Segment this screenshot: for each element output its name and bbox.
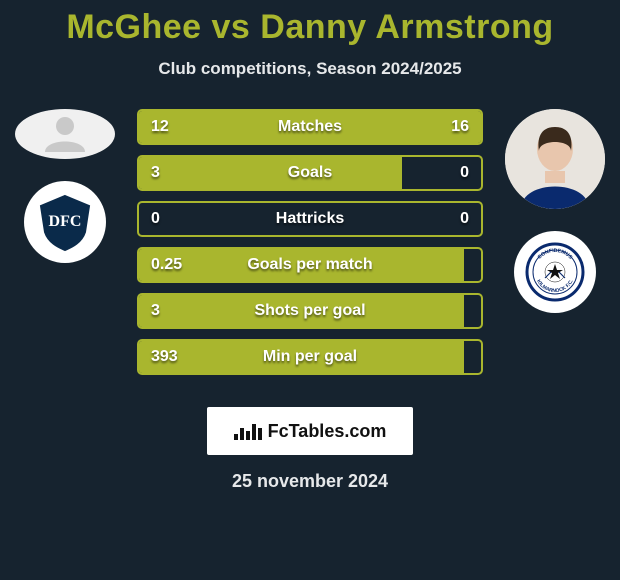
stat-value-right: 16	[451, 118, 469, 136]
comparison-area: DFC CONFIDEMUS	[0, 109, 620, 389]
stat-row: 3 Shots per goal	[137, 293, 483, 329]
stat-label: Min per goal	[263, 348, 357, 366]
stat-row: 0 0 Hattricks	[137, 201, 483, 237]
left-player-column: DFC	[10, 109, 120, 263]
stat-label: Goals per match	[247, 256, 372, 274]
stat-row: 3 0 Goals	[137, 155, 483, 191]
stat-label: Shots per goal	[254, 302, 365, 320]
stat-label: Matches	[278, 118, 342, 136]
stat-value-left: 12	[151, 118, 169, 136]
left-player-avatar	[15, 109, 115, 159]
stat-value-left: 3	[151, 164, 160, 182]
stat-label: Hattricks	[276, 210, 344, 228]
stat-row: 0.25 Goals per match	[137, 247, 483, 283]
stat-row: 393 Min per goal	[137, 339, 483, 375]
right-player-avatar	[505, 109, 605, 209]
date-label: 25 november 2024	[0, 471, 620, 492]
right-club-badge: CONFIDEMUS KILMARNOCK F.C.	[514, 231, 596, 313]
left-club-badge: DFC	[24, 181, 106, 263]
dundee-fc-crest-icon: DFC	[35, 192, 95, 252]
stat-value-left: 0.25	[151, 256, 182, 274]
subtitle: Club competitions, Season 2024/2025	[0, 59, 620, 79]
svg-text:DFC: DFC	[49, 213, 82, 230]
footer-brand-badge: FcTables.com	[207, 407, 413, 455]
bar-fill-left	[139, 157, 402, 189]
bar-chart-icon	[234, 422, 262, 440]
person-photo-icon	[505, 109, 605, 209]
stat-value-left: 393	[151, 348, 178, 366]
footer-brand-text: FcTables.com	[268, 421, 387, 442]
stat-label: Goals	[288, 164, 332, 182]
person-placeholder-icon	[35, 116, 95, 152]
kilmarnock-fc-crest-icon: CONFIDEMUS KILMARNOCK F.C.	[525, 242, 585, 302]
stat-value-left: 3	[151, 302, 160, 320]
stat-value-left: 0	[151, 210, 160, 228]
stat-value-right: 0	[460, 164, 469, 182]
stat-row: 12 16 Matches	[137, 109, 483, 145]
right-player-column: CONFIDEMUS KILMARNOCK F.C.	[500, 109, 610, 313]
page-title: McGhee vs Danny Armstrong	[0, 0, 620, 47]
stat-value-right: 0	[460, 210, 469, 228]
stat-bars: 12 16 Matches 3 0 Goals 0 0 Hattricks 0.25 Goals p…	[137, 109, 483, 375]
